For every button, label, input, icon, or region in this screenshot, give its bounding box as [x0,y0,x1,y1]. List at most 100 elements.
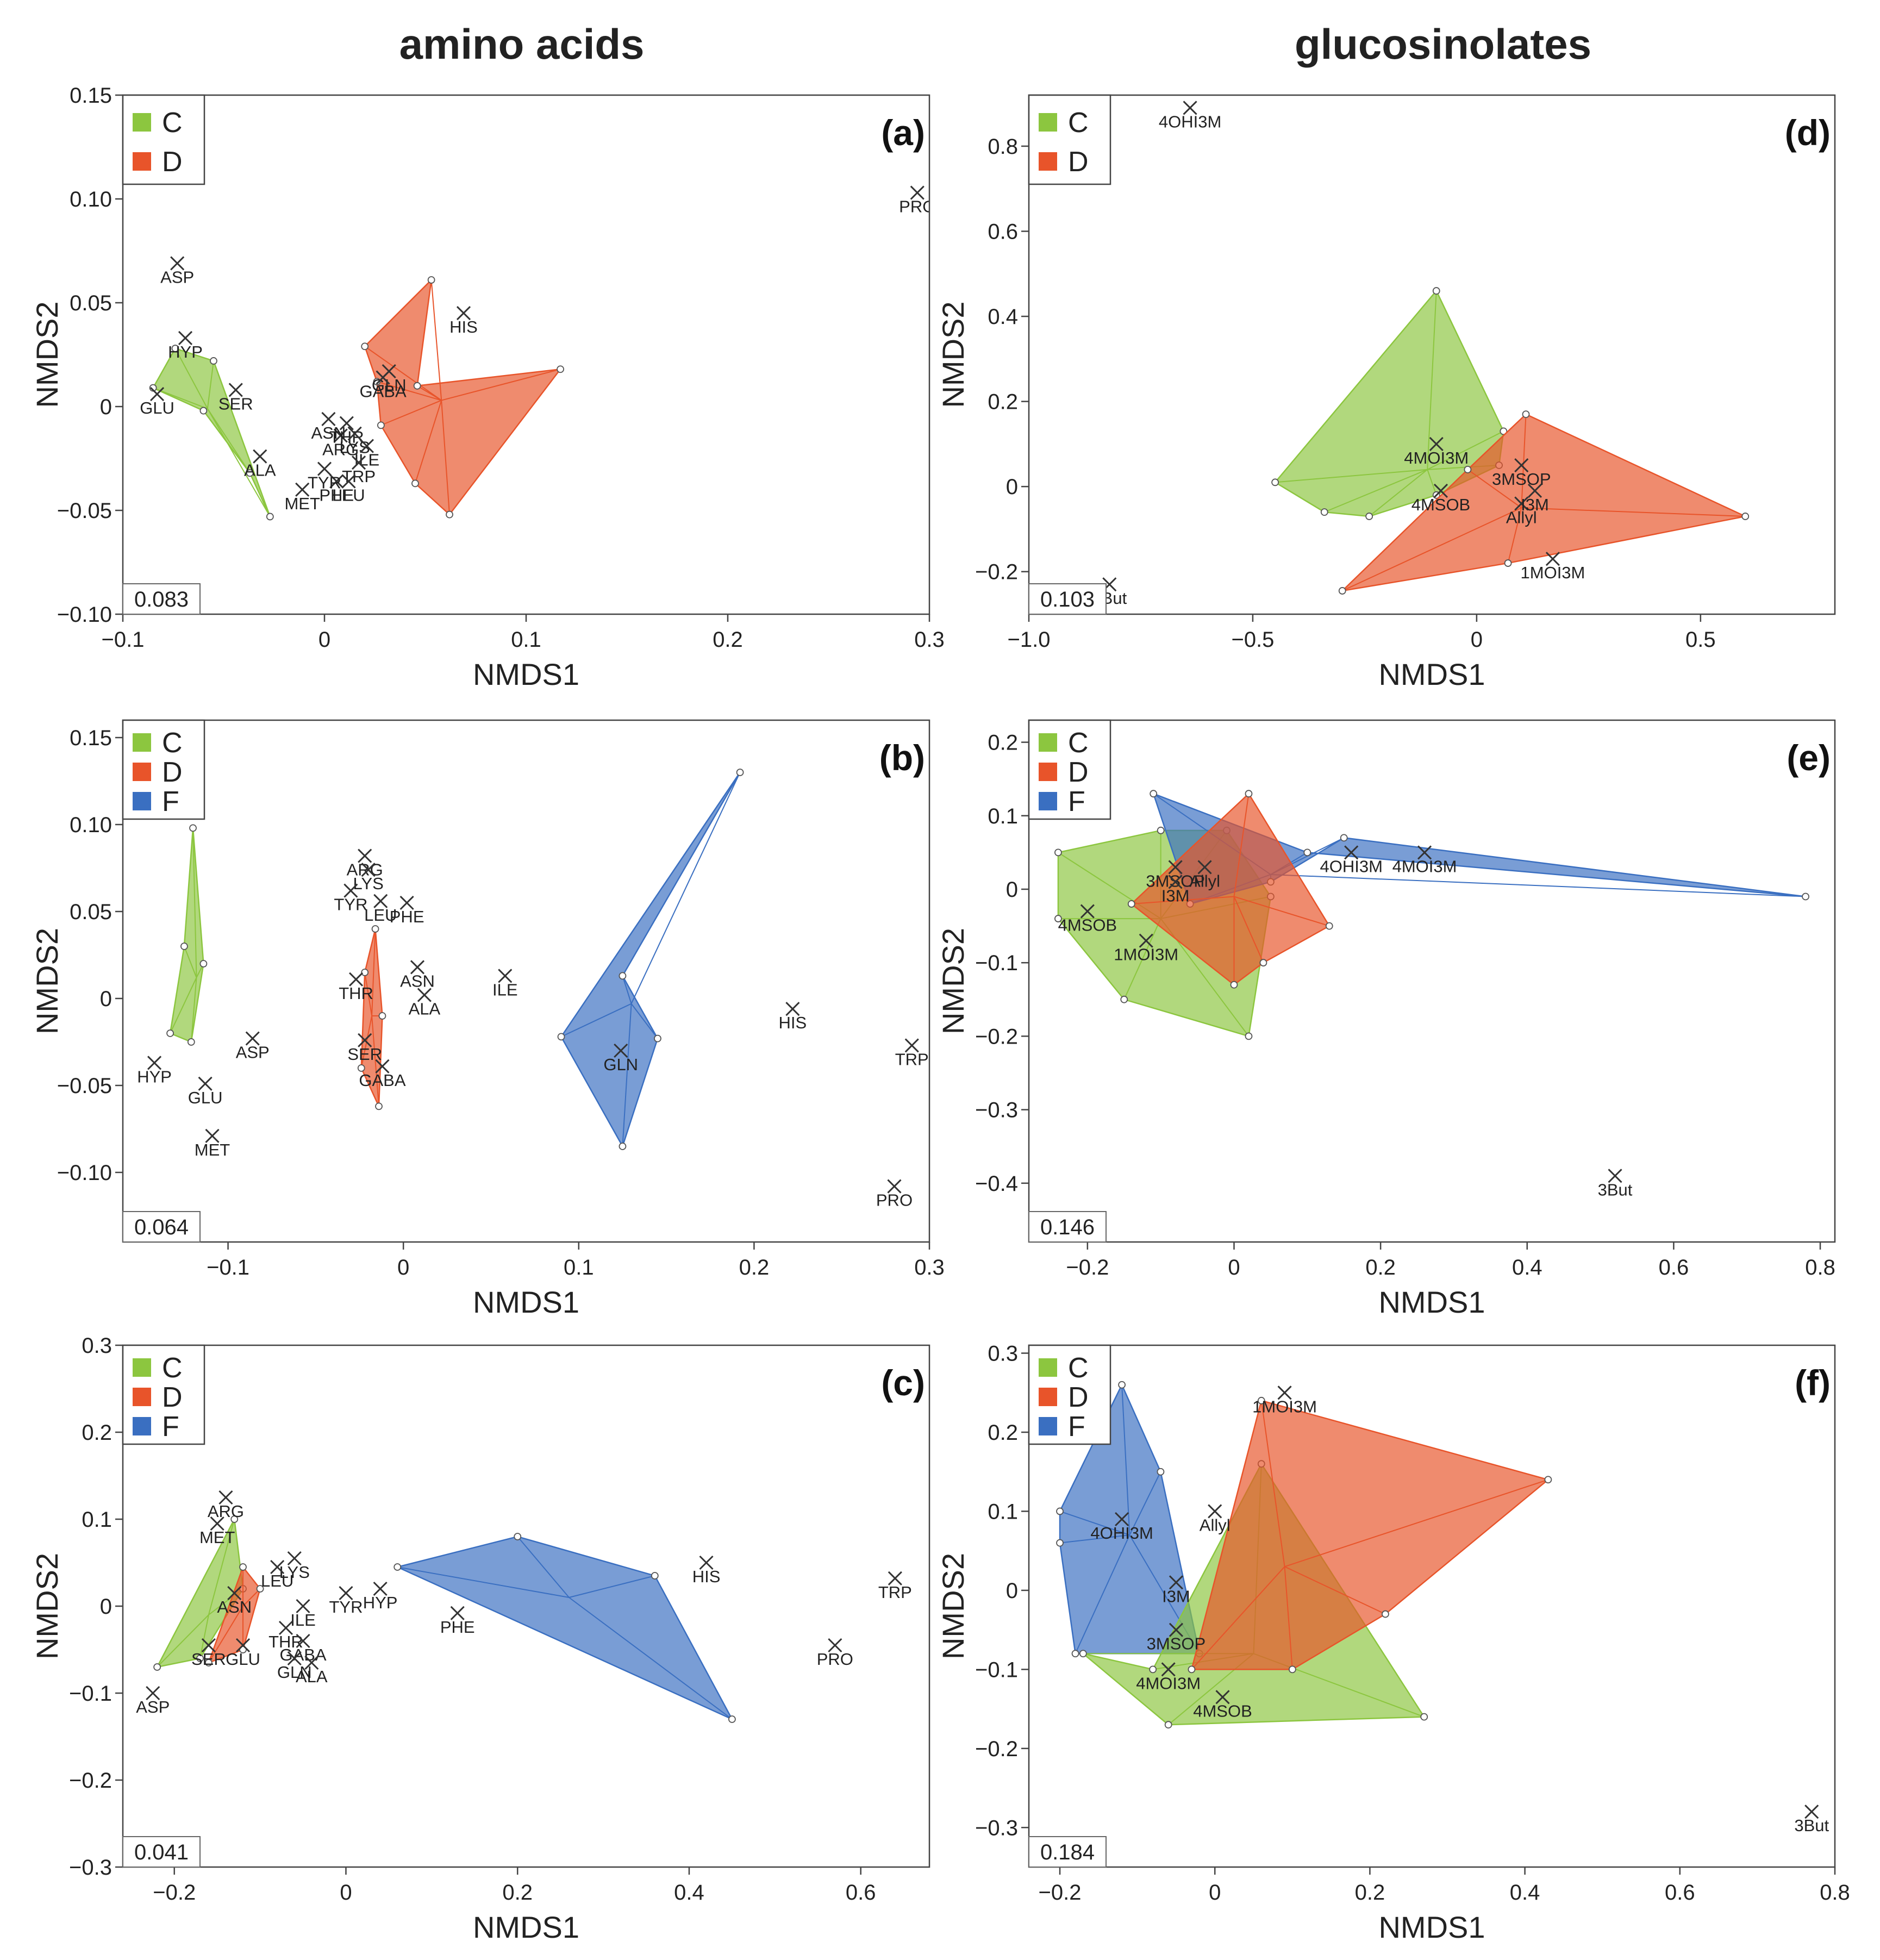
sample-point [1230,981,1238,989]
variable-gaba: GABA [279,1633,327,1664]
sample-point [256,1585,264,1593]
spider-line [208,1519,235,1615]
stress-box: 0.083 [122,583,201,615]
variable-met: MET [199,1516,235,1547]
x-tick-label: −0.2 [153,1881,196,1905]
stress-value: 0.041 [134,1840,189,1864]
panel-e: 3MSOPAllylI3M4MSOB1MOI3M4OHI3M4MOI3M3But… [936,719,1836,1319]
legend: CD [1028,94,1111,185]
variable-label: ASN [217,1597,252,1616]
hull-C [169,828,204,1043]
variable-marker [287,1651,302,1666]
variable-marker [1417,845,1432,860]
legend-label-C: C [1068,1352,1089,1384]
legend-swatch-C [133,113,151,132]
sample-point [619,1143,627,1150]
spider-line [1270,873,1806,897]
variable-leu: LEU [261,1559,293,1590]
legend-swatch-F [133,792,151,810]
spider-line [1191,1566,1285,1670]
variable-marker [1277,1385,1292,1400]
variable-label: ALA [409,1000,441,1019]
variable-i3m: I3M [1162,1575,1190,1606]
y-tick-label: −0.3 [975,1816,1018,1840]
x-axis-label: NMDS1 [473,657,579,691]
variable-marker [1545,552,1560,566]
spider-line [622,976,632,1004]
variable-marker [358,848,372,863]
variable-leu: LEU [364,894,397,925]
variable-marker [339,1586,353,1601]
variable-label: LYS [353,874,384,893]
variable-4moi3m: 4MOI3M [1136,1662,1201,1693]
variable-i3m: I3M [1161,875,1189,905]
spider-line [1427,469,1437,496]
variable-label: MET [284,494,320,513]
sample-point [361,342,369,351]
sample-point [210,357,217,365]
variable-marker [373,1581,388,1596]
variable-label: TYR [334,895,367,914]
y-tick-label: 0 [100,395,112,419]
variable-label: MET [199,1528,235,1547]
y-axis-label: NMDS2 [936,301,970,408]
hull-F [560,772,741,1148]
sample-point [171,345,179,352]
y-tick-label: 0.15 [70,84,112,108]
sample-point [1325,922,1333,930]
variable-label: ILE [492,980,518,999]
variable-label: LEU [261,1571,293,1590]
y-tick-label: 0.05 [70,291,112,315]
variable-phe: PHE [390,895,424,926]
variable-label: SER [218,394,253,413]
plot-frame [122,94,930,615]
legend-swatch-F [133,1417,151,1435]
y-tick-label: 0.10 [70,188,112,211]
variable-marker [295,482,310,497]
x-tick-label: 0.8 [1820,1881,1850,1905]
spider-line [441,369,561,401]
y-tick-label: −0.3 [69,1856,112,1880]
variable-label: 3MSOP [1492,470,1551,489]
variable-marker [1433,483,1448,498]
variable-ala: ALA [409,988,441,1019]
variable-thr: THR [268,1620,303,1651]
sample-point [1157,1468,1165,1476]
y-tick-label: 0.1 [988,804,1018,828]
variable-marker [1169,1622,1183,1637]
variable-hyp: HYP [137,1056,172,1086]
variable-4ohi3m: 4OHI3M [1159,101,1221,131]
x-tick-label: 0.4 [1512,1256,1542,1279]
variable-label: 4MOI3M [1404,448,1469,467]
sample-point [728,1715,736,1723]
variable-i3m: I3M [1521,483,1549,514]
sample-point [736,769,744,776]
x-tick-label: 0.4 [1510,1881,1540,1905]
sample-point [199,407,208,415]
y-tick-label: −0.05 [57,499,112,523]
y-tick-label: 0.4 [988,305,1018,329]
stress-frame [122,1836,201,1868]
stress-box: 0.103 [1028,583,1107,615]
variable-marker [278,1620,293,1636]
variable-ala: ALA [296,1655,328,1686]
variable-1moi3m: 1MOI3M [1114,933,1178,964]
variable-marker [218,1490,233,1505]
y-tick-label: −0.2 [975,1737,1018,1761]
legend: CDF [1028,719,1111,820]
sample-point [266,513,274,521]
variable-ser: SER [218,383,253,413]
spider-line [417,385,442,401]
x-tick-label: 0.4 [674,1881,704,1905]
variable-marker [888,1571,902,1586]
variable-label: ASP [236,1043,270,1062]
spider-line [1075,1534,1131,1654]
stress-value: 0.064 [134,1215,189,1239]
sample-point [375,1102,383,1110]
variable-label: ARG [208,1502,244,1521]
variable-marker [150,387,165,402]
sample-point [1056,1539,1064,1547]
variable-marker [887,1179,902,1194]
